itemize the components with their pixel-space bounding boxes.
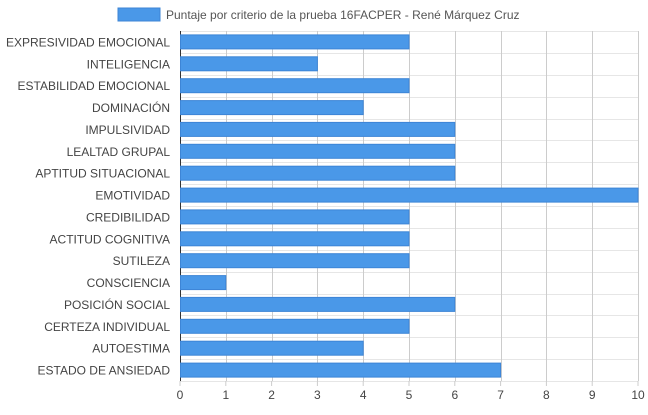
- bar: [180, 121, 456, 137]
- x-tick-label: 9: [589, 388, 596, 402]
- x-tick-label: 6: [451, 388, 458, 402]
- category-label: EXPRESIVIDAD EMOCIONAL: [6, 35, 170, 49]
- bar: [180, 275, 227, 291]
- category-labels: EXPRESIVIDAD EMOCIONAL INTELIGENCIA ESTABI…: [6, 35, 170, 377]
- bar: [180, 296, 456, 312]
- bar: [180, 187, 639, 203]
- category-label: IMPULSIVIDAD: [85, 123, 170, 137]
- x-tick-label: 4: [360, 388, 367, 402]
- bar: [180, 78, 410, 94]
- bar: [180, 143, 456, 159]
- bar: [180, 253, 410, 269]
- legend[interactable]: Puntaje por criterio de la prueba 16FACP…: [117, 7, 520, 22]
- x-tick-label: 1: [222, 388, 229, 402]
- category-label: INTELIGENCIA: [87, 57, 170, 71]
- x-tick-label: 10: [631, 388, 645, 402]
- category-label: CONSCIENCIA: [87, 276, 170, 290]
- bar: [180, 209, 410, 225]
- x-tick-label: 8: [543, 388, 550, 402]
- category-label: ACTITUD COGNITIVA: [50, 232, 170, 246]
- category-label: APTITUD SITUACIONAL: [35, 167, 170, 181]
- category-label: SUTILEZA: [113, 254, 170, 268]
- bar: [180, 340, 364, 356]
- category-label: ESTABILIDAD EMOCIONAL: [18, 79, 171, 93]
- bars: [180, 34, 639, 378]
- category-label: CERTEZA INDIVIDUAL: [44, 320, 170, 334]
- bar: [180, 231, 410, 247]
- category-label: POSICIÓN SOCIAL: [64, 297, 170, 312]
- bar: [180, 318, 410, 334]
- x-tick-label: 2: [268, 388, 275, 402]
- bar: [180, 34, 410, 50]
- category-label: EMOTIVIDAD: [95, 189, 170, 203]
- x-tick-label: 5: [406, 388, 413, 402]
- bar: [180, 165, 456, 181]
- x-tick-label: 3: [314, 388, 321, 402]
- category-label: ESTADO DE ANSIEDAD: [38, 364, 171, 378]
- x-axis-ticks: 0 1 2 3 4 5 6 7 8 9 10: [177, 381, 645, 402]
- x-tick-label: 7: [497, 388, 504, 402]
- bar: [180, 362, 502, 378]
- bar: [180, 100, 364, 116]
- category-label: CREDIBILIDAD: [86, 210, 170, 224]
- category-label: LEALTAD GRUPAL: [67, 145, 171, 159]
- category-label: DOMINACIÓN: [92, 100, 170, 115]
- legend-label: Puntaje por criterio de la prueba 16FACP…: [166, 8, 520, 22]
- category-label: AUTOESTIMA: [92, 342, 170, 356]
- bar: [180, 56, 318, 72]
- x-tick-label: 0: [177, 388, 184, 402]
- legend-swatch: [117, 7, 161, 22]
